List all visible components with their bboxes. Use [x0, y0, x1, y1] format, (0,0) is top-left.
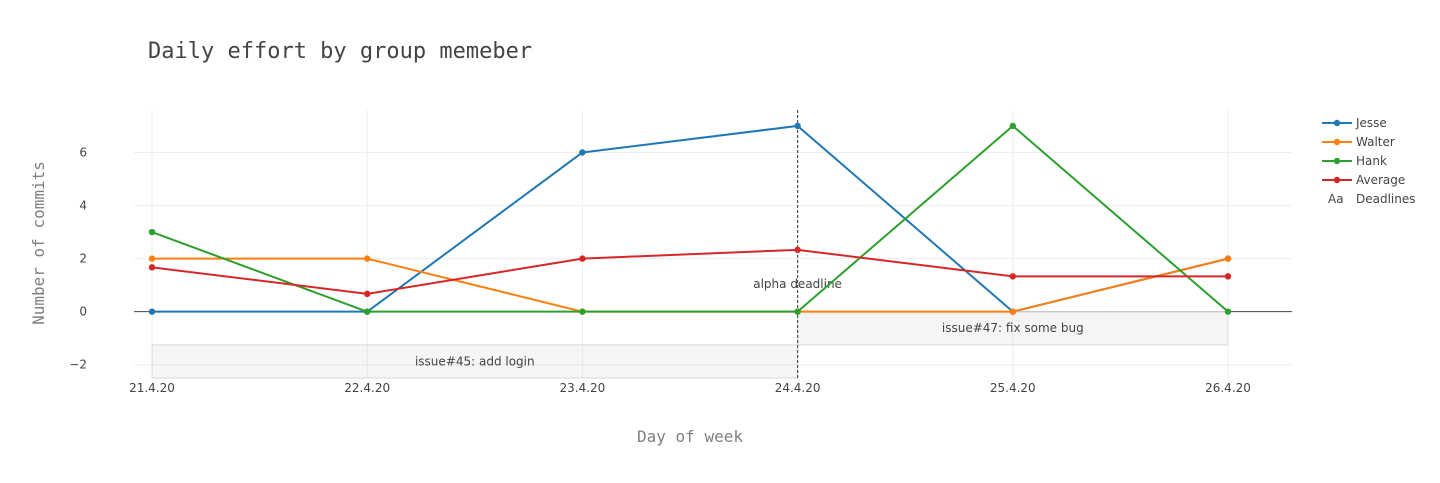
series-line — [152, 257, 1229, 313]
legend-swatch-marker — [1333, 119, 1341, 127]
x-tick-label: 25.4.20 — [990, 381, 1036, 395]
x-tick-label: 22.4.20 — [344, 381, 390, 395]
legend: Jesse Walter Hank Average Aa Deadlines — [1322, 116, 1416, 206]
legend-label: Walter — [1356, 135, 1395, 149]
x-tick-label: 26.4.20 — [1205, 381, 1251, 395]
legend-label: Jesse — [1355, 116, 1387, 130]
legend-item-walter: Walter — [1322, 135, 1395, 149]
series-lines — [148, 122, 1232, 315]
period-label: issue#47: fix some bug — [942, 321, 1084, 335]
x-axis-title: Day of week — [637, 427, 743, 446]
y-tick-label: −2 — [69, 358, 87, 372]
legend-label: Hank — [1356, 154, 1387, 168]
legend-item-jesse: Jesse — [1322, 116, 1387, 130]
deadline-label: alpha deadline — [753, 277, 842, 291]
data-point — [364, 308, 371, 315]
data-point — [579, 308, 586, 315]
series-line — [151, 248, 1228, 295]
data-point — [794, 122, 801, 130]
legend-item-deadlines: Aa Deadlines — [1328, 192, 1416, 206]
x-tick-labels: 21.4.20 22.4.20 23.4.20 24.4.20 25.4.20 26.4.… — [129, 381, 1251, 395]
x-tick-label: 21.4.20 — [129, 381, 175, 395]
data-point — [1009, 273, 1016, 280]
period-label: issue#45: add login — [415, 354, 535, 368]
legend-label: Deadlines — [1356, 192, 1416, 206]
x-tick-label: 23.4.20 — [559, 381, 605, 395]
y-tick-label: 2 — [79, 252, 87, 266]
data-point — [1009, 308, 1016, 315]
series-hank — [148, 122, 1232, 315]
data-point — [794, 308, 801, 315]
series-average — [148, 246, 1232, 298]
series-line — [152, 124, 1229, 313]
legend-swatch-marker — [1333, 157, 1341, 165]
period-rect — [797, 311, 1229, 346]
legend-swatch-marker — [1333, 176, 1341, 184]
data-point — [1224, 308, 1232, 315]
legend-swatch-marker — [1333, 138, 1341, 146]
data-point — [148, 228, 156, 236]
legend-label: Average — [1356, 173, 1405, 187]
data-point — [148, 255, 156, 262]
y-tick-labels: −2 0 2 4 6 — [69, 145, 87, 371]
data-point — [1009, 122, 1016, 130]
legend-text-symbol: Aa — [1328, 192, 1344, 206]
legend-item-average: Average — [1322, 173, 1405, 187]
series-line — [151, 124, 1229, 313]
series-walter — [148, 255, 1232, 315]
data-point — [1224, 273, 1232, 280]
period-rect — [151, 344, 799, 379]
period-shapes: issue#45: add login issue#47: fix some bu… — [151, 311, 1229, 379]
deadline-marker: alpha deadline — [753, 110, 842, 378]
chart-title: Daily effort by group memeber — [148, 39, 532, 64]
data-point — [364, 255, 371, 262]
data-point — [1224, 255, 1232, 262]
x-tick-label: 24.4.20 — [775, 381, 821, 395]
y-tick-label: 4 — [79, 199, 87, 213]
data-point — [364, 290, 371, 298]
data-point — [579, 255, 586, 262]
data-point — [794, 246, 801, 254]
y-tick-label: 6 — [79, 145, 87, 159]
y-axis-title: Number of commits — [29, 161, 48, 325]
legend-item-hank: Hank — [1322, 154, 1387, 168]
data-point — [579, 149, 586, 156]
data-point — [148, 308, 156, 315]
data-point — [148, 264, 156, 271]
y-tick-label: 0 — [79, 305, 87, 319]
